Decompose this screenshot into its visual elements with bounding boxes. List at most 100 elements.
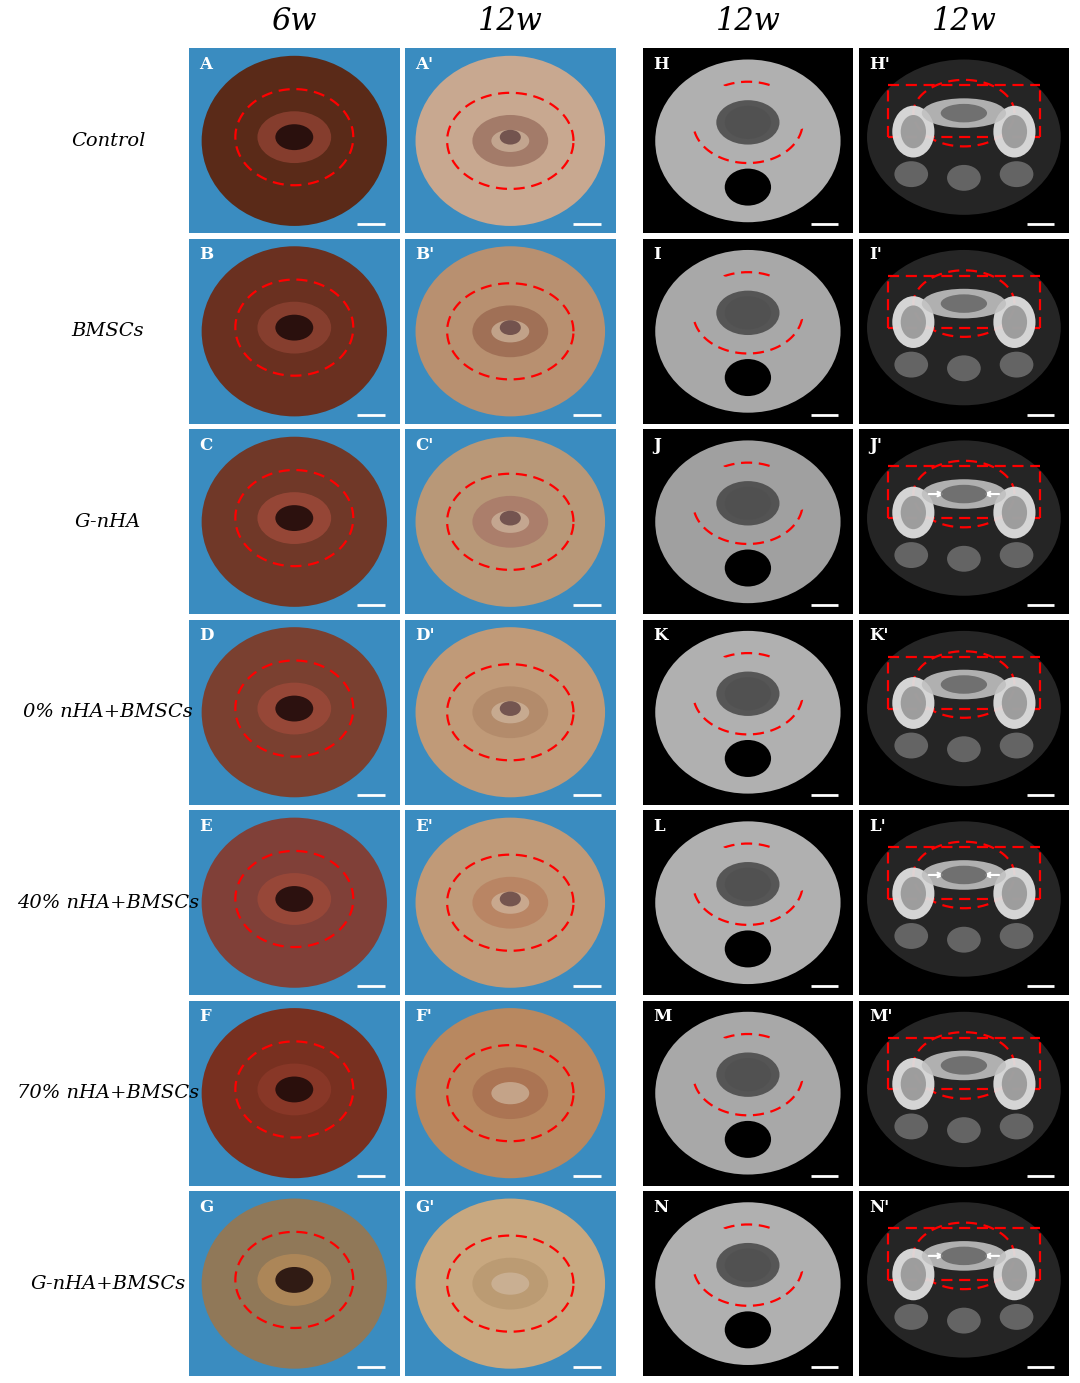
Ellipse shape bbox=[947, 165, 981, 191]
Ellipse shape bbox=[231, 68, 357, 133]
Ellipse shape bbox=[867, 631, 1061, 786]
Text: 12w: 12w bbox=[715, 7, 781, 37]
Text: G': G' bbox=[416, 1199, 435, 1216]
Ellipse shape bbox=[716, 100, 780, 145]
Ellipse shape bbox=[725, 296, 771, 329]
Ellipse shape bbox=[676, 274, 744, 322]
Text: C: C bbox=[200, 437, 213, 454]
Ellipse shape bbox=[676, 1036, 744, 1084]
Ellipse shape bbox=[472, 306, 549, 357]
Ellipse shape bbox=[1002, 1257, 1027, 1290]
Ellipse shape bbox=[867, 1012, 1061, 1167]
Ellipse shape bbox=[676, 656, 744, 703]
Ellipse shape bbox=[941, 295, 987, 313]
Text: J': J' bbox=[869, 437, 882, 454]
Ellipse shape bbox=[1002, 877, 1027, 910]
Ellipse shape bbox=[894, 162, 928, 187]
Ellipse shape bbox=[994, 867, 1036, 920]
Ellipse shape bbox=[275, 315, 313, 340]
Ellipse shape bbox=[453, 76, 568, 131]
Ellipse shape bbox=[725, 549, 771, 586]
Ellipse shape bbox=[472, 115, 549, 167]
Text: H: H bbox=[653, 55, 669, 73]
Ellipse shape bbox=[656, 250, 840, 412]
Ellipse shape bbox=[901, 1068, 926, 1101]
Ellipse shape bbox=[994, 1249, 1036, 1300]
Text: I: I bbox=[653, 246, 661, 263]
Ellipse shape bbox=[947, 546, 981, 571]
Ellipse shape bbox=[867, 440, 1061, 596]
Text: G-nHA: G-nHA bbox=[75, 513, 141, 531]
Ellipse shape bbox=[994, 296, 1036, 349]
Ellipse shape bbox=[202, 437, 387, 607]
Ellipse shape bbox=[416, 1199, 605, 1369]
Ellipse shape bbox=[202, 55, 387, 225]
Ellipse shape bbox=[416, 55, 605, 225]
Text: 12w: 12w bbox=[477, 7, 543, 37]
Ellipse shape bbox=[275, 505, 313, 531]
Ellipse shape bbox=[1000, 922, 1034, 949]
Ellipse shape bbox=[656, 1202, 840, 1365]
Ellipse shape bbox=[472, 1068, 549, 1119]
Ellipse shape bbox=[257, 873, 332, 925]
Ellipse shape bbox=[894, 1304, 928, 1330]
Ellipse shape bbox=[892, 1058, 934, 1109]
Ellipse shape bbox=[231, 1021, 357, 1084]
Ellipse shape bbox=[921, 669, 1007, 700]
Text: 0% nHA+BMSCs: 0% nHA+BMSCs bbox=[23, 703, 193, 722]
Ellipse shape bbox=[994, 487, 1036, 538]
Ellipse shape bbox=[202, 626, 387, 798]
Text: 12w: 12w bbox=[931, 7, 997, 37]
Text: L': L' bbox=[869, 817, 886, 834]
Ellipse shape bbox=[892, 1249, 934, 1300]
Ellipse shape bbox=[867, 250, 1061, 405]
Ellipse shape bbox=[716, 862, 780, 906]
Ellipse shape bbox=[994, 1058, 1036, 1109]
Ellipse shape bbox=[656, 59, 840, 223]
Ellipse shape bbox=[491, 701, 529, 723]
Ellipse shape bbox=[901, 306, 926, 339]
Ellipse shape bbox=[257, 1064, 332, 1115]
Ellipse shape bbox=[725, 105, 771, 140]
Ellipse shape bbox=[453, 647, 568, 703]
Ellipse shape bbox=[257, 301, 332, 354]
Ellipse shape bbox=[725, 740, 771, 777]
Ellipse shape bbox=[500, 892, 521, 906]
Text: G: G bbox=[200, 1199, 214, 1216]
Ellipse shape bbox=[752, 1036, 820, 1084]
Ellipse shape bbox=[500, 701, 521, 716]
Ellipse shape bbox=[656, 440, 840, 603]
Ellipse shape bbox=[1000, 733, 1034, 758]
Text: A': A' bbox=[416, 55, 434, 73]
Text: L: L bbox=[653, 817, 665, 834]
Ellipse shape bbox=[947, 1117, 981, 1144]
Ellipse shape bbox=[1002, 1068, 1027, 1101]
Text: H': H' bbox=[869, 55, 890, 73]
Ellipse shape bbox=[275, 696, 313, 722]
Ellipse shape bbox=[901, 877, 926, 910]
Ellipse shape bbox=[752, 845, 820, 893]
Text: G-nHA+BMSCs: G-nHA+BMSCs bbox=[30, 1275, 186, 1293]
Text: N: N bbox=[653, 1199, 669, 1216]
Ellipse shape bbox=[453, 838, 568, 893]
Text: K': K' bbox=[869, 626, 889, 644]
Text: E': E' bbox=[416, 817, 433, 834]
Ellipse shape bbox=[416, 1008, 605, 1178]
Ellipse shape bbox=[416, 626, 605, 798]
Ellipse shape bbox=[894, 351, 928, 378]
Ellipse shape bbox=[656, 822, 840, 985]
Ellipse shape bbox=[752, 1227, 820, 1274]
Ellipse shape bbox=[892, 867, 934, 920]
Ellipse shape bbox=[941, 1246, 987, 1265]
Ellipse shape bbox=[416, 437, 605, 607]
Ellipse shape bbox=[921, 1241, 1007, 1271]
Ellipse shape bbox=[941, 1057, 987, 1075]
Text: 70% nHA+BMSCs: 70% nHA+BMSCs bbox=[17, 1084, 199, 1102]
Ellipse shape bbox=[941, 485, 987, 503]
Ellipse shape bbox=[892, 105, 934, 158]
Ellipse shape bbox=[941, 866, 987, 884]
Ellipse shape bbox=[716, 672, 780, 716]
Ellipse shape bbox=[894, 1113, 928, 1140]
Ellipse shape bbox=[500, 510, 521, 526]
Ellipse shape bbox=[892, 678, 934, 729]
